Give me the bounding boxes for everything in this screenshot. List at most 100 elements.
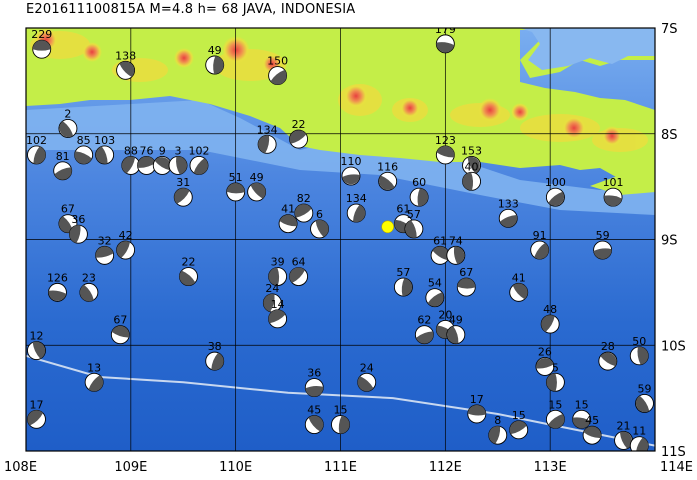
focal-mechanism-event[interactable]: 64: [289, 256, 309, 286]
focal-mechanism-event[interactable]: 23: [79, 271, 99, 302]
focal-mechanism-event[interactable]: 123: [435, 134, 456, 165]
focal-mechanism-event[interactable]: 61: [430, 234, 450, 265]
focal-mechanism-event[interactable]: 81: [53, 150, 73, 181]
beachball-quadrant: [447, 326, 459, 344]
focal-mechanism-event[interactable]: 85: [74, 134, 94, 165]
event-depth-label: 59: [638, 382, 652, 395]
focal-mechanism-event[interactable]: 42: [116, 229, 136, 260]
focal-mechanism-event[interactable]: 57: [393, 266, 413, 297]
beachball-quadrant: [462, 172, 474, 191]
focal-mechanism-event[interactable]: 91: [530, 229, 550, 260]
focal-mechanism-event[interactable]: 40: [462, 160, 481, 191]
focal-mechanism-event[interactable]: 102: [26, 134, 47, 165]
focal-mechanism-event[interactable]: 45: [304, 404, 324, 435]
focal-mechanism-event[interactable]: 36: [304, 367, 324, 397]
focal-mechanism-event[interactable]: 13: [84, 361, 104, 392]
focal-mechanism-event[interactable]: 138: [115, 49, 136, 80]
focal-mechanism-event[interactable]: 14: [268, 298, 288, 329]
focal-mechanism-event[interactable]: 24: [357, 361, 377, 392]
focal-mechanism-event[interactable]: 8: [488, 414, 508, 445]
focal-mechanism-event[interactable]: 51: [226, 171, 246, 202]
beachball-quadrant: [176, 156, 188, 175]
focal-mechanism-event[interactable]: 59: [635, 382, 654, 413]
focal-mechanism-event[interactable]: 59: [593, 229, 613, 260]
focal-mechanism-event[interactable]: 39: [268, 256, 288, 286]
focal-mechanism-event[interactable]: 38: [205, 340, 225, 371]
focal-mechanism-event[interactable]: 17: [467, 393, 487, 424]
event-depth-label: 85: [77, 134, 91, 147]
focal-mechanism-event[interactable]: 12: [27, 330, 46, 360]
event-depth-label: 5: [552, 361, 559, 374]
focal-mechanism-event[interactable]: 103: [94, 134, 115, 165]
focal-mechanism-event[interactable]: 76: [137, 144, 157, 175]
focal-mechanism-event[interactable]: 60: [409, 176, 429, 207]
focal-mechanism-event[interactable]: 229: [31, 28, 52, 59]
event-depth-label: 133: [498, 197, 519, 210]
focal-mechanism-event[interactable]: 110: [340, 155, 361, 186]
beachball-quadrant: [541, 315, 555, 332]
beachball-quadrant: [95, 246, 114, 258]
focal-mechanism-event[interactable]: 134: [257, 123, 278, 154]
focal-mechanism-event[interactable]: 36: [68, 213, 88, 244]
beachball-quadrant: [467, 156, 480, 174]
focal-mechanism-event[interactable]: 41: [509, 271, 529, 302]
focal-mechanism-event[interactable]: 49: [205, 44, 225, 75]
focal-mechanism-event[interactable]: 179: [435, 23, 456, 54]
event-depth-label: 126: [47, 271, 68, 284]
beachball-quadrant: [417, 188, 429, 207]
focal-mechanism-event[interactable]: 82: [294, 192, 314, 223]
focal-mechanism-event[interactable]: 31: [173, 176, 193, 207]
focal-mechanism-event[interactable]: 49: [247, 171, 267, 202]
beachball-quadrant: [453, 246, 465, 265]
beachball-quadrant: [95, 146, 108, 164]
focal-mechanism-event[interactable]: 100: [545, 176, 566, 207]
focal-mechanism-event[interactable]: 133: [498, 197, 519, 228]
focal-mechanism-event[interactable]: 3: [168, 144, 188, 175]
event-depth-label: 20: [438, 308, 452, 321]
beachball-quadrant: [74, 151, 92, 164]
focal-mechanism-event[interactable]: 126: [47, 271, 68, 302]
focal-mechanism-event[interactable]: 17: [27, 398, 46, 429]
focal-mechanism-event[interactable]: 15: [509, 409, 529, 440]
focal-mechanism-event[interactable]: 116: [377, 160, 398, 191]
focal-mechanism-event[interactable]: 15: [331, 404, 350, 435]
beachball-quadrant: [308, 415, 324, 432]
beachball-quadrant: [54, 167, 72, 180]
focal-mechanism-event[interactable]: 15: [545, 398, 565, 429]
focal-mechanism-event[interactable]: 88: [121, 144, 141, 175]
focal-mechanism-event[interactable]: 28: [598, 340, 618, 371]
focal-mechanism-event[interactable]: 11: [629, 425, 649, 455]
event-depth-label: 134: [346, 192, 367, 205]
focal-mechanism-event[interactable]: 45: [582, 414, 602, 445]
focal-mechanism-event[interactable]: 26: [535, 345, 555, 376]
focal-mechanism-event[interactable]: 74: [446, 234, 466, 265]
beachball-quadrant: [619, 431, 632, 449]
focal-mechanism-event[interactable]: 22: [179, 256, 198, 286]
focal-mechanism-event[interactable]: 62: [414, 314, 434, 345]
focal-mechanism-event[interactable]: 48: [540, 303, 560, 334]
focal-mechanism-event[interactable]: 67: [456, 266, 476, 297]
focal-mechanism-event[interactable]: 41: [278, 203, 298, 234]
focal-mechanism-event[interactable]: 102: [188, 144, 209, 175]
focal-mechanism-event[interactable]: 101: [603, 176, 624, 207]
focal-mechanism-event[interactable]: 21: [614, 419, 633, 450]
focal-mechanism-event[interactable]: 5: [545, 361, 565, 392]
focal-mechanism-event[interactable]: 50: [629, 335, 649, 366]
beachball-quadrant: [268, 309, 286, 324]
focal-mechanism-event[interactable]: 2: [58, 107, 78, 138]
focal-mechanism-event[interactable]: 153: [461, 144, 482, 175]
focal-mechanism-event[interactable]: 22: [289, 118, 309, 149]
beachball-quadrant: [457, 278, 476, 289]
focal-mechanism-event[interactable]: 15: [572, 398, 592, 429]
focal-mechanism-event[interactable]: 54: [425, 277, 445, 308]
focal-mechanism-event[interactable]: 32: [95, 234, 115, 265]
focal-mechanism-event[interactable]: 6: [310, 208, 329, 239]
event-depth-label: 61: [396, 203, 410, 216]
focal-mechanism-event[interactable]: 150: [267, 55, 288, 86]
focal-mechanism-event[interactable]: 49: [446, 314, 466, 345]
focal-mechanism-event[interactable]: 57: [404, 208, 424, 239]
beachball-quadrant: [279, 214, 298, 227]
focal-mechanism-event[interactable]: 134: [346, 192, 367, 223]
focal-mechanism-event[interactable]: 67: [110, 314, 130, 345]
